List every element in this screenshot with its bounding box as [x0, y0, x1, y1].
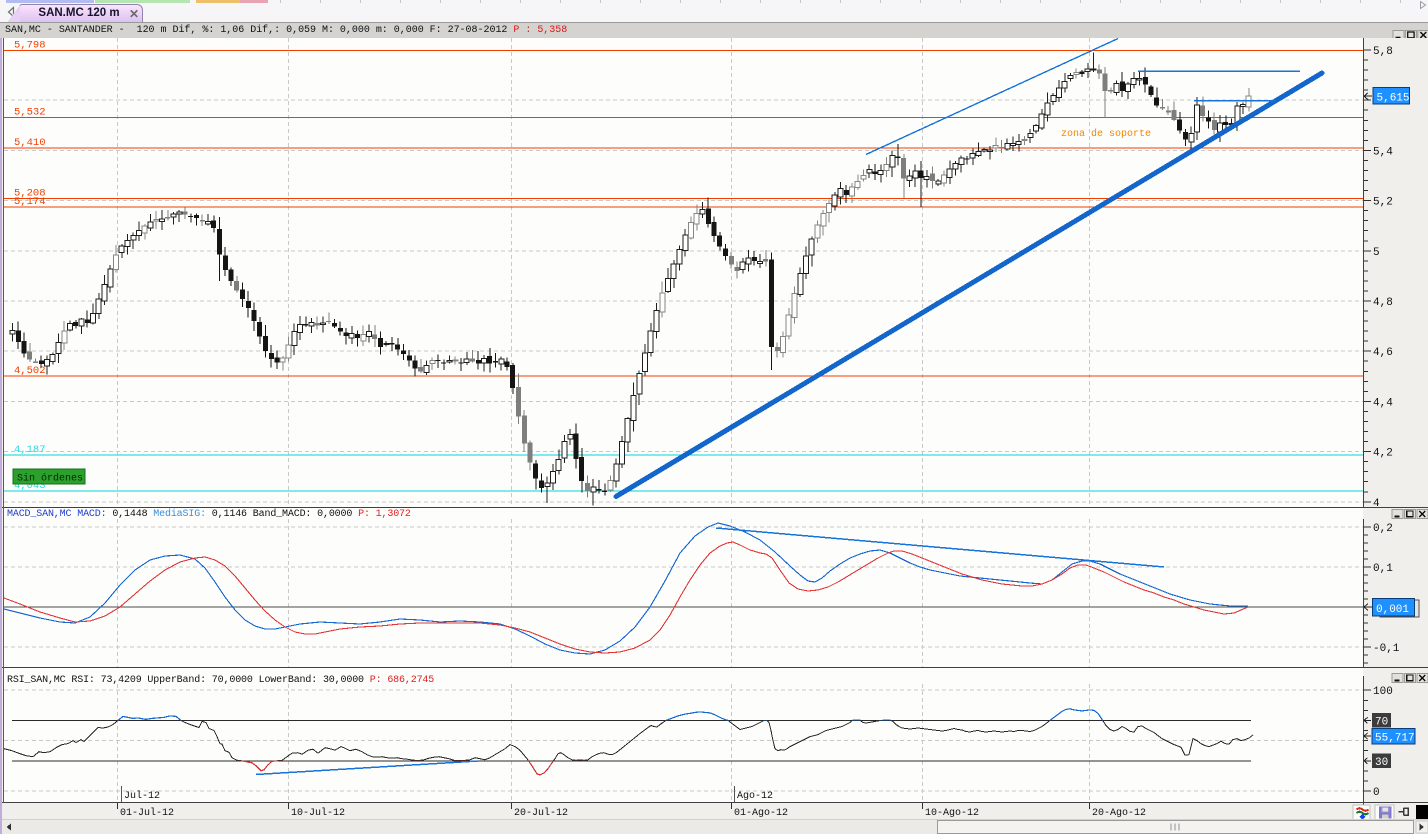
svg-text:5,208: 5,208 [14, 188, 46, 200]
svg-text:10-Ago-12: 10-Ago-12 [925, 808, 979, 819]
svg-text:5,174: 5,174 [14, 196, 46, 208]
svg-text:4,8: 4,8 [1373, 297, 1393, 309]
svg-text:4,2: 4,2 [1373, 448, 1393, 460]
svg-text:-0,1: -0,1 [1373, 643, 1400, 655]
svg-text:4,502: 4,502 [14, 365, 46, 377]
svg-text:0,001: 0,001 [1376, 604, 1409, 616]
svg-text:20-Jul-12: 20-Jul-12 [514, 807, 568, 819]
svg-text:RSI_SAN,MC RSI: 73,4209 UpperB: RSI_SAN,MC RSI: 73,4209 UpperBand: 70,00… [7, 674, 434, 686]
svg-text:5,8: 5,8 [1373, 46, 1393, 58]
svg-text:5,410: 5,410 [14, 137, 46, 149]
svg-text:20-Ago-12: 20-Ago-12 [1092, 808, 1146, 819]
svg-text:Jul-12: Jul-12 [124, 790, 160, 802]
svg-text:5,4: 5,4 [1373, 146, 1393, 158]
svg-text:5,2: 5,2 [1373, 197, 1393, 209]
svg-text:zona de soporte: zona de soporte [1061, 128, 1151, 140]
svg-text:100: 100 [1373, 686, 1393, 698]
svg-text:4: 4 [1373, 498, 1380, 510]
svg-text:30: 30 [1375, 757, 1388, 769]
svg-text:10-Jul-12: 10-Jul-12 [291, 807, 345, 819]
svg-text:0,2: 0,2 [1373, 523, 1393, 535]
svg-text:70: 70 [1375, 717, 1388, 729]
svg-text:01-Ago-12: 01-Ago-12 [734, 808, 788, 819]
svg-text:5: 5 [1373, 247, 1380, 259]
svg-text:MACD_SAN,MC MACD: 0,1448 Media: MACD_SAN,MC MACD: 0,1448 MediaSIG: 0,114… [7, 508, 411, 520]
svg-text:01-Jul-12: 01-Jul-12 [120, 807, 174, 819]
svg-text:4,6: 4,6 [1373, 347, 1393, 359]
svg-text:4,187: 4,187 [14, 444, 46, 456]
svg-text:55,717: 55,717 [1375, 733, 1415, 745]
svg-text:5,615: 5,615 [1377, 92, 1410, 104]
svg-text:4,4: 4,4 [1373, 397, 1393, 409]
svg-text:Sin órdenes: Sin órdenes [17, 473, 83, 485]
svg-text:5,532: 5,532 [14, 106, 46, 118]
svg-text:Ago-12: Ago-12 [737, 791, 773, 802]
svg-text:0,1: 0,1 [1373, 563, 1393, 575]
svg-text:5,798: 5,798 [14, 40, 46, 52]
svg-text:0: 0 [1373, 787, 1380, 799]
